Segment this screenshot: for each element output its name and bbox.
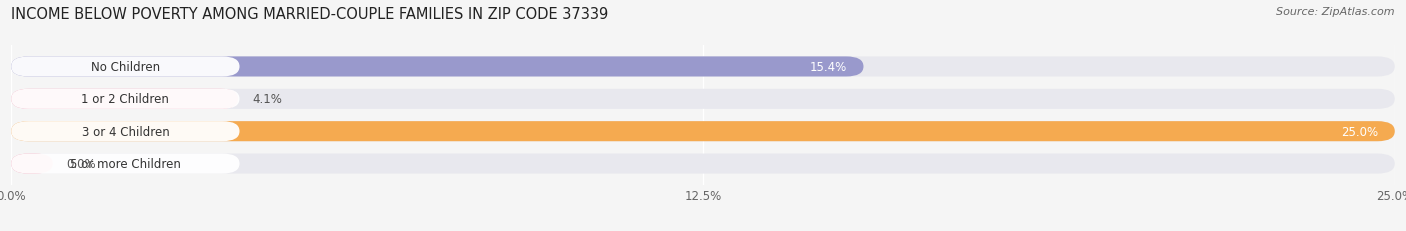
Text: 0.0%: 0.0% xyxy=(66,157,96,170)
FancyBboxPatch shape xyxy=(11,57,1395,77)
FancyBboxPatch shape xyxy=(11,154,239,174)
Text: 1 or 2 Children: 1 or 2 Children xyxy=(82,93,169,106)
FancyBboxPatch shape xyxy=(11,154,53,174)
FancyBboxPatch shape xyxy=(11,89,239,109)
FancyBboxPatch shape xyxy=(11,57,863,77)
Text: 15.4%: 15.4% xyxy=(810,61,846,74)
FancyBboxPatch shape xyxy=(11,122,1395,142)
FancyBboxPatch shape xyxy=(11,122,1395,142)
FancyBboxPatch shape xyxy=(11,154,1395,174)
FancyBboxPatch shape xyxy=(11,57,239,77)
Text: No Children: No Children xyxy=(91,61,160,74)
FancyBboxPatch shape xyxy=(11,122,239,142)
Text: 4.1%: 4.1% xyxy=(252,93,281,106)
Text: INCOME BELOW POVERTY AMONG MARRIED-COUPLE FAMILIES IN ZIP CODE 37339: INCOME BELOW POVERTY AMONG MARRIED-COUPL… xyxy=(11,7,609,22)
Text: 5 or more Children: 5 or more Children xyxy=(70,157,181,170)
Text: 25.0%: 25.0% xyxy=(1341,125,1378,138)
FancyBboxPatch shape xyxy=(11,89,238,109)
Text: 3 or 4 Children: 3 or 4 Children xyxy=(82,125,169,138)
Text: Source: ZipAtlas.com: Source: ZipAtlas.com xyxy=(1277,7,1395,17)
FancyBboxPatch shape xyxy=(11,89,1395,109)
